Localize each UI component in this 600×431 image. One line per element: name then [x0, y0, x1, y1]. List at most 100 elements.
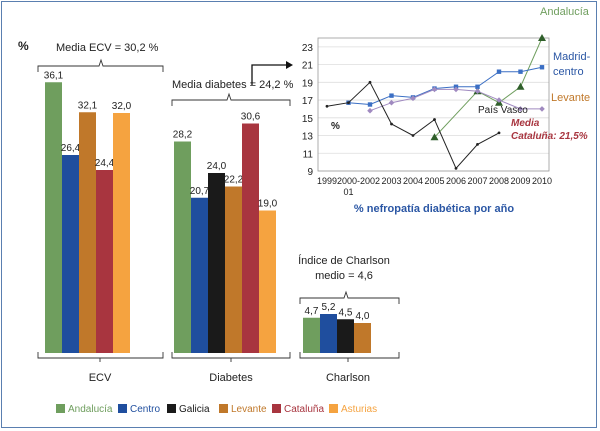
line-marker-square — [496, 69, 502, 74]
bar-value-label: 36,1 — [44, 70, 64, 81]
bar-charlson-3 — [354, 323, 371, 353]
line-marker-square — [539, 65, 545, 70]
line-marker-dot — [390, 122, 393, 126]
line-series-madrid-centro — [348, 66, 543, 106]
bar-y-axis-label: % — [18, 39, 29, 53]
line-y-tick-label: 23 — [302, 43, 314, 54]
line-x-tick-label: 2008 — [489, 176, 509, 186]
bar-diabetes-5 — [259, 210, 276, 353]
line-marker-dot — [368, 80, 372, 84]
group-label-charlson: Charlson — [326, 372, 370, 384]
ecv-mean-brace — [37, 58, 164, 72]
legend-swatch — [167, 404, 176, 413]
line-x-tick-label: 2002 — [360, 176, 380, 186]
group-label-diabetes: Diabetes — [209, 372, 253, 384]
diabetes-group-bracket — [171, 352, 291, 362]
line-x-tick-label: 2000- — [337, 176, 360, 186]
line-marker-square — [518, 69, 523, 74]
charlson-mean-annotation-line2: medio = 4,6 — [315, 270, 373, 282]
line-marker-triangle — [430, 133, 439, 141]
bar-value-label: 5,2 — [322, 302, 336, 313]
diabetes-mean-brace — [171, 92, 291, 106]
line-marker-diamond — [453, 86, 459, 93]
bar-value-label: 20,7 — [190, 186, 210, 197]
bar-diabetes-3 — [225, 186, 242, 353]
bar-charlson-1 — [320, 314, 337, 353]
line-marker-square — [475, 84, 480, 89]
line-marker-diamond — [496, 97, 502, 103]
bar-diabetes-0 — [174, 141, 191, 353]
line-y-tick-label: 19 — [302, 78, 314, 89]
line-plot-area — [317, 37, 550, 172]
line-marker-diamond — [539, 106, 545, 112]
line-y-tick-label: 17 — [302, 96, 314, 107]
bar-value-label: 32,0 — [112, 101, 132, 112]
legend-item-label: Centro — [130, 404, 160, 415]
bar-value-label: 22,2 — [224, 175, 244, 186]
bar-ecv-0 — [45, 82, 62, 353]
legend-swatch — [118, 404, 127, 413]
bar-ecv-5 — [113, 113, 130, 353]
ecv-group-bracket — [37, 352, 164, 362]
bar-diabetes-2 — [208, 173, 225, 353]
line-marker-dot — [411, 134, 415, 137]
group-label-ecv: ECV — [89, 372, 112, 384]
line-marker-triangle — [538, 34, 546, 41]
line-x-tick-label: 2010 — [532, 176, 552, 186]
label-madrid-line2: centro — [553, 66, 584, 78]
legend-swatch — [329, 404, 338, 413]
line-marker-diamond — [431, 86, 438, 93]
line-marker-dot — [347, 101, 350, 105]
line-marker-square — [367, 102, 373, 107]
line-marker-dot — [476, 143, 479, 146]
line-x-tick-label: 2005 — [424, 176, 444, 186]
bar-value-label: 30,6 — [241, 112, 261, 123]
line-marker-diamond — [474, 88, 481, 94]
charlson-mean-brace — [299, 290, 400, 304]
legend-swatch — [219, 404, 228, 413]
legend-item-label: Levante — [231, 404, 267, 415]
label-andalucia: Andalucía — [540, 6, 590, 18]
line-y-tick-label: 15 — [302, 114, 314, 125]
line-marker-dot — [497, 131, 501, 135]
bar-ecv-1 — [62, 155, 79, 353]
bar-value-label: 32,1 — [78, 100, 98, 111]
bar-value-label: 26,4 — [61, 143, 81, 154]
charlson-group-bracket — [299, 352, 400, 362]
legend-item-label: Galicia — [179, 404, 210, 415]
diabetes-mean-annotation: Media diabetes = 24,2 % — [172, 79, 294, 91]
bar-diabetes-4 — [242, 123, 259, 353]
ecv-mean-annotation: Media ECV = 30,2 % — [56, 42, 159, 54]
line-y-tick-label: 11 — [303, 149, 314, 160]
line-marker-triangle — [516, 82, 525, 90]
line-x-axis-title: % nefropatía diabética por año — [354, 203, 514, 215]
line-x-tick-label: 1999 — [317, 176, 337, 186]
label-levante: Levante — [551, 92, 590, 104]
line-x-tick-label: 01 — [343, 187, 353, 197]
label-media-line1: Media — [511, 118, 540, 129]
bar-value-label: 24,4 — [95, 158, 115, 169]
legend-item-label: Asturias — [341, 404, 377, 415]
label-pais-vasco: País Vasco — [478, 105, 528, 116]
bar-value-label: 24,0 — [207, 161, 227, 172]
bar-charlson-0 — [303, 317, 320, 353]
bar-diabetes-1 — [191, 197, 208, 353]
line-marker-dot — [325, 104, 329, 108]
pointer-arrowhead-icon — [286, 61, 293, 69]
line-marker-diamond — [388, 99, 395, 106]
legend-item-label: Cataluña — [284, 404, 324, 415]
legend-swatch — [272, 404, 281, 413]
charlson-mean-annotation-line1: Índice de Charlson — [298, 254, 390, 267]
line-marker-dot — [454, 166, 458, 170]
bar-value-label: 4,0 — [356, 311, 370, 322]
line-marker-diamond — [517, 106, 524, 112]
line-marker-diamond — [367, 107, 373, 114]
line-x-tick-label: 2006 — [446, 176, 466, 186]
line-y-tick-label: 13 — [302, 132, 314, 143]
legend-item-label: Andalucía — [68, 404, 113, 415]
bar-value-label: 28,2 — [173, 130, 193, 141]
line-x-tick-label: 2007 — [467, 176, 487, 186]
legend-swatch — [56, 404, 65, 413]
bar-value-label: 4,7 — [305, 306, 319, 317]
